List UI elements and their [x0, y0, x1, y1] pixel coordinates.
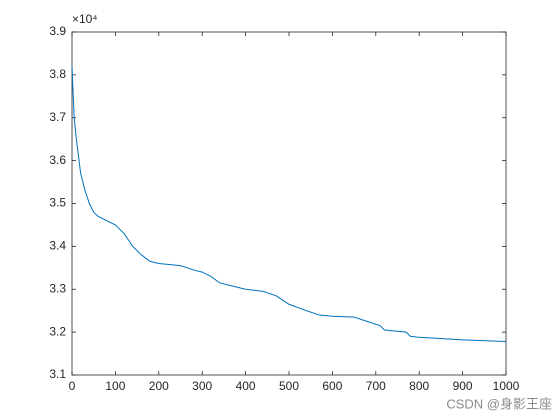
x-tick-label: 800: [409, 379, 429, 393]
x-tick-label: 100: [105, 379, 125, 393]
x-tick-label: 700: [366, 379, 386, 393]
data-line: [71, 66, 507, 343]
x-tick-label: 300: [192, 379, 212, 393]
y-tick-label: 3.1: [49, 367, 66, 381]
plot-area: [71, 31, 507, 376]
y-tick-label: 3.4: [49, 239, 66, 253]
watermark: CSDN @身影王座: [446, 396, 552, 411]
exponent-label: ×10⁴: [72, 12, 98, 26]
x-tick-label: 600: [322, 379, 342, 393]
x-tick-label: 200: [149, 379, 169, 393]
y-tick-label: 3.3: [49, 281, 66, 295]
y-tick-label: 3.9: [49, 24, 66, 38]
y-tick-label: 3.5: [49, 196, 66, 210]
x-tick-label: 900: [453, 379, 473, 393]
y-tick-label: 3.8: [49, 67, 66, 81]
y-tick-label: 3.6: [49, 153, 66, 167]
x-tick-label: 500: [279, 379, 299, 393]
y-tick-label: 3.7: [49, 110, 66, 124]
x-tick-label: 1000: [493, 379, 520, 393]
y-tick-label: 3.2: [49, 324, 66, 338]
x-tick-label: 0: [69, 379, 76, 393]
x-tick-label: 400: [236, 379, 256, 393]
